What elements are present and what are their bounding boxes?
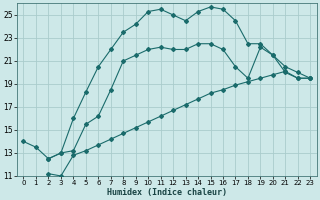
X-axis label: Humidex (Indice chaleur): Humidex (Indice chaleur) [107,188,227,197]
